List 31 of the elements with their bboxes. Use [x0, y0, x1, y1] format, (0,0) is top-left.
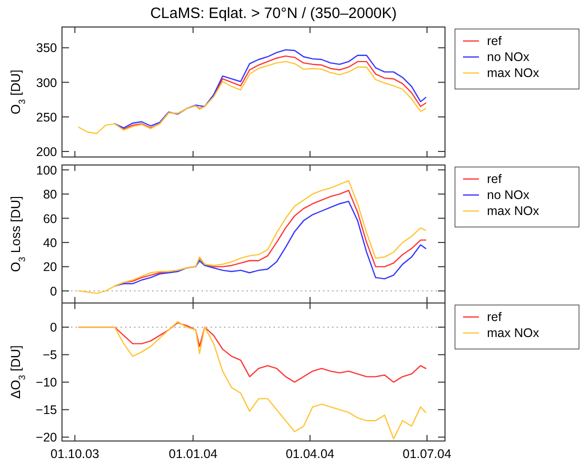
legend-label: ref: [487, 34, 502, 48]
y-tick-label: 0: [50, 320, 58, 335]
legend-label: ref: [487, 172, 502, 186]
legend-label: max NOx: [487, 66, 540, 80]
y-tick-label: 60: [43, 212, 58, 226]
legend-label: ref: [487, 310, 502, 324]
x-tick-label: 01.01.04: [168, 447, 218, 461]
y-tick-label: −5: [42, 348, 58, 362]
x-tick-label: 01.10.03: [50, 447, 100, 461]
y-tick-label: 20: [43, 260, 58, 274]
legend-label: no NOx: [487, 188, 530, 202]
y-tick-label: 100: [36, 163, 58, 178]
y-tick-label: 200: [36, 144, 58, 159]
x-tick-label: 01.07.04: [402, 447, 452, 461]
y-tick-label: 0: [50, 284, 58, 298]
y-tick-label: 300: [36, 76, 58, 90]
line-series: [78, 180, 426, 294]
y-tick-label: 80: [43, 188, 58, 202]
legend-label: max NOx: [487, 204, 540, 218]
y-tick-label: −20: [36, 430, 58, 445]
y-tick-label: −10: [36, 376, 58, 390]
x-tick-label: 01.04.04: [286, 447, 334, 461]
legend-label: no NOx: [487, 50, 530, 64]
y-tick-label: 350: [36, 41, 58, 56]
line-series: [78, 60, 426, 134]
legend-label: max NOx: [487, 326, 540, 340]
y-tick-label: −15: [36, 403, 58, 418]
chart-title: CLaMS: Eqlat. > 70°N / (350–2000K): [150, 5, 397, 22]
y-tick-label: 250: [36, 110, 58, 124]
y-tick-label: 40: [43, 236, 58, 250]
line-series: [78, 321, 426, 440]
